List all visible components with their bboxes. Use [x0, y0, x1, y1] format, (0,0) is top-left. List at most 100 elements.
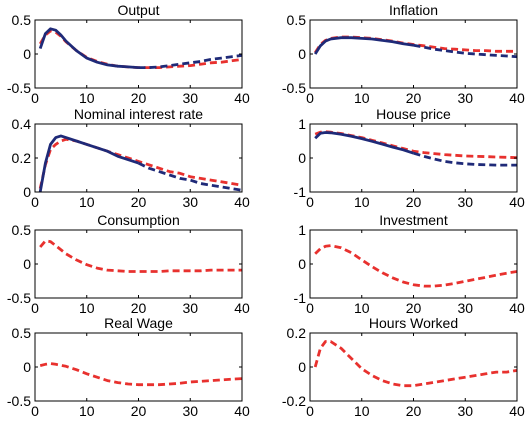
x-tick-label: 30 — [182, 90, 198, 106]
panel-title: Output — [117, 2, 159, 18]
y-tick-label: -0.5 — [7, 80, 31, 96]
x-tick-label: 20 — [131, 300, 147, 316]
x-tick-label: 0 — [306, 194, 314, 210]
y-tick-label: -0.5 — [282, 80, 306, 96]
x-tick-label: 0 — [31, 300, 39, 316]
y-tick-label: 0 — [23, 184, 31, 200]
y-tick-label: 0.5 — [12, 222, 32, 238]
x-tick-label: 40 — [234, 403, 250, 419]
y-tick-label: 0.4 — [12, 116, 32, 132]
panel-title: Investment — [379, 212, 448, 228]
series-line-solid — [38, 27, 139, 69]
y-tick-label: 0 — [23, 46, 31, 62]
panel-title: Nominal interest rate — [74, 106, 203, 122]
series-line-dashed — [314, 244, 517, 288]
axes-frame — [34, 229, 243, 299]
x-tick-label: 40 — [509, 90, 525, 106]
y-tick-label: 0 — [23, 256, 31, 272]
x-tick-label: 30 — [457, 90, 473, 106]
x-tick-label: 20 — [406, 403, 422, 419]
x-tick-label: 40 — [234, 300, 250, 316]
panel-title: Consumption — [97, 212, 180, 228]
x-tick-label: 0 — [306, 300, 314, 316]
x-tick-label: 20 — [131, 90, 147, 106]
series-line-dashed — [137, 161, 242, 192]
x-tick-label: 0 — [31, 90, 39, 106]
x-tick-label: 20 — [406, 194, 422, 210]
series-line-dashed — [138, 54, 242, 69]
series-line-dashed — [39, 362, 242, 387]
series-line-dashed — [313, 340, 517, 388]
axes-frame — [309, 332, 518, 402]
series-line-solid — [314, 131, 414, 155]
y-tick-label: 0 — [23, 359, 31, 375]
x-tick-label: 40 — [234, 90, 250, 106]
x-tick-label: 40 — [509, 300, 525, 316]
x-tick-label: 10 — [79, 300, 95, 316]
y-tick-label: -0.5 — [7, 290, 31, 306]
y-tick-label: -0.2 — [282, 393, 306, 409]
y-tick-label: 0.2 — [287, 325, 307, 341]
x-tick-label: 30 — [457, 403, 473, 419]
panel-title: House price — [376, 106, 451, 122]
x-tick-label: 30 — [457, 194, 473, 210]
x-tick-label: 40 — [234, 194, 250, 210]
y-tick-label: 0 — [298, 359, 306, 375]
series-line-dashed — [38, 29, 242, 69]
series-line-dashed — [38, 137, 242, 189]
y-tick-label: 0.5 — [287, 12, 307, 28]
y-tick-label: -0.5 — [7, 393, 31, 409]
y-tick-label: 0 — [298, 256, 306, 272]
axes-frame — [309, 19, 518, 89]
axes-frame — [34, 123, 243, 193]
x-tick-label: 10 — [79, 403, 95, 419]
y-tick-label: 0.5 — [12, 325, 32, 341]
series-line-dashed — [39, 239, 242, 273]
x-tick-label: 40 — [509, 403, 525, 419]
series-line-dashed — [413, 43, 517, 59]
axes-frame — [309, 229, 518, 299]
x-tick-label: 0 — [306, 403, 314, 419]
series-line-dashed — [413, 151, 517, 167]
y-tick-label: 0.2 — [12, 150, 32, 166]
panel-title: Inflation — [389, 2, 438, 18]
series-line-dashed — [314, 130, 517, 160]
x-tick-label: 20 — [406, 90, 422, 106]
y-tick-label: -1 — [294, 184, 307, 200]
x-tick-label: 0 — [306, 90, 314, 106]
x-tick-label: 10 — [354, 194, 370, 210]
y-tick-label: 0 — [298, 150, 306, 166]
series-line-solid — [314, 36, 414, 55]
x-tick-label: 0 — [31, 403, 39, 419]
x-tick-label: 20 — [131, 403, 147, 419]
x-tick-label: 20 — [131, 194, 147, 210]
y-tick-label: -1 — [294, 290, 307, 306]
x-tick-label: 30 — [182, 300, 198, 316]
x-tick-label: 20 — [406, 300, 422, 316]
panel-title: Real Wage — [104, 315, 173, 331]
x-tick-label: 10 — [354, 300, 370, 316]
y-tick-label: 1 — [298, 222, 306, 238]
x-tick-label: 40 — [509, 194, 525, 210]
x-tick-label: 10 — [79, 194, 95, 210]
x-tick-label: 0 — [31, 194, 39, 210]
x-tick-label: 30 — [457, 300, 473, 316]
x-tick-label: 10 — [354, 90, 370, 106]
y-tick-label: 0 — [298, 46, 306, 62]
x-tick-label: 30 — [182, 403, 198, 419]
x-tick-label: 10 — [79, 90, 95, 106]
y-tick-label: 0.5 — [12, 12, 32, 28]
x-tick-label: 10 — [354, 403, 370, 419]
x-tick-label: 30 — [182, 194, 198, 210]
panel-title: Hours Worked — [369, 315, 458, 331]
series-line-solid — [38, 134, 139, 192]
y-tick-label: 1 — [298, 116, 306, 132]
